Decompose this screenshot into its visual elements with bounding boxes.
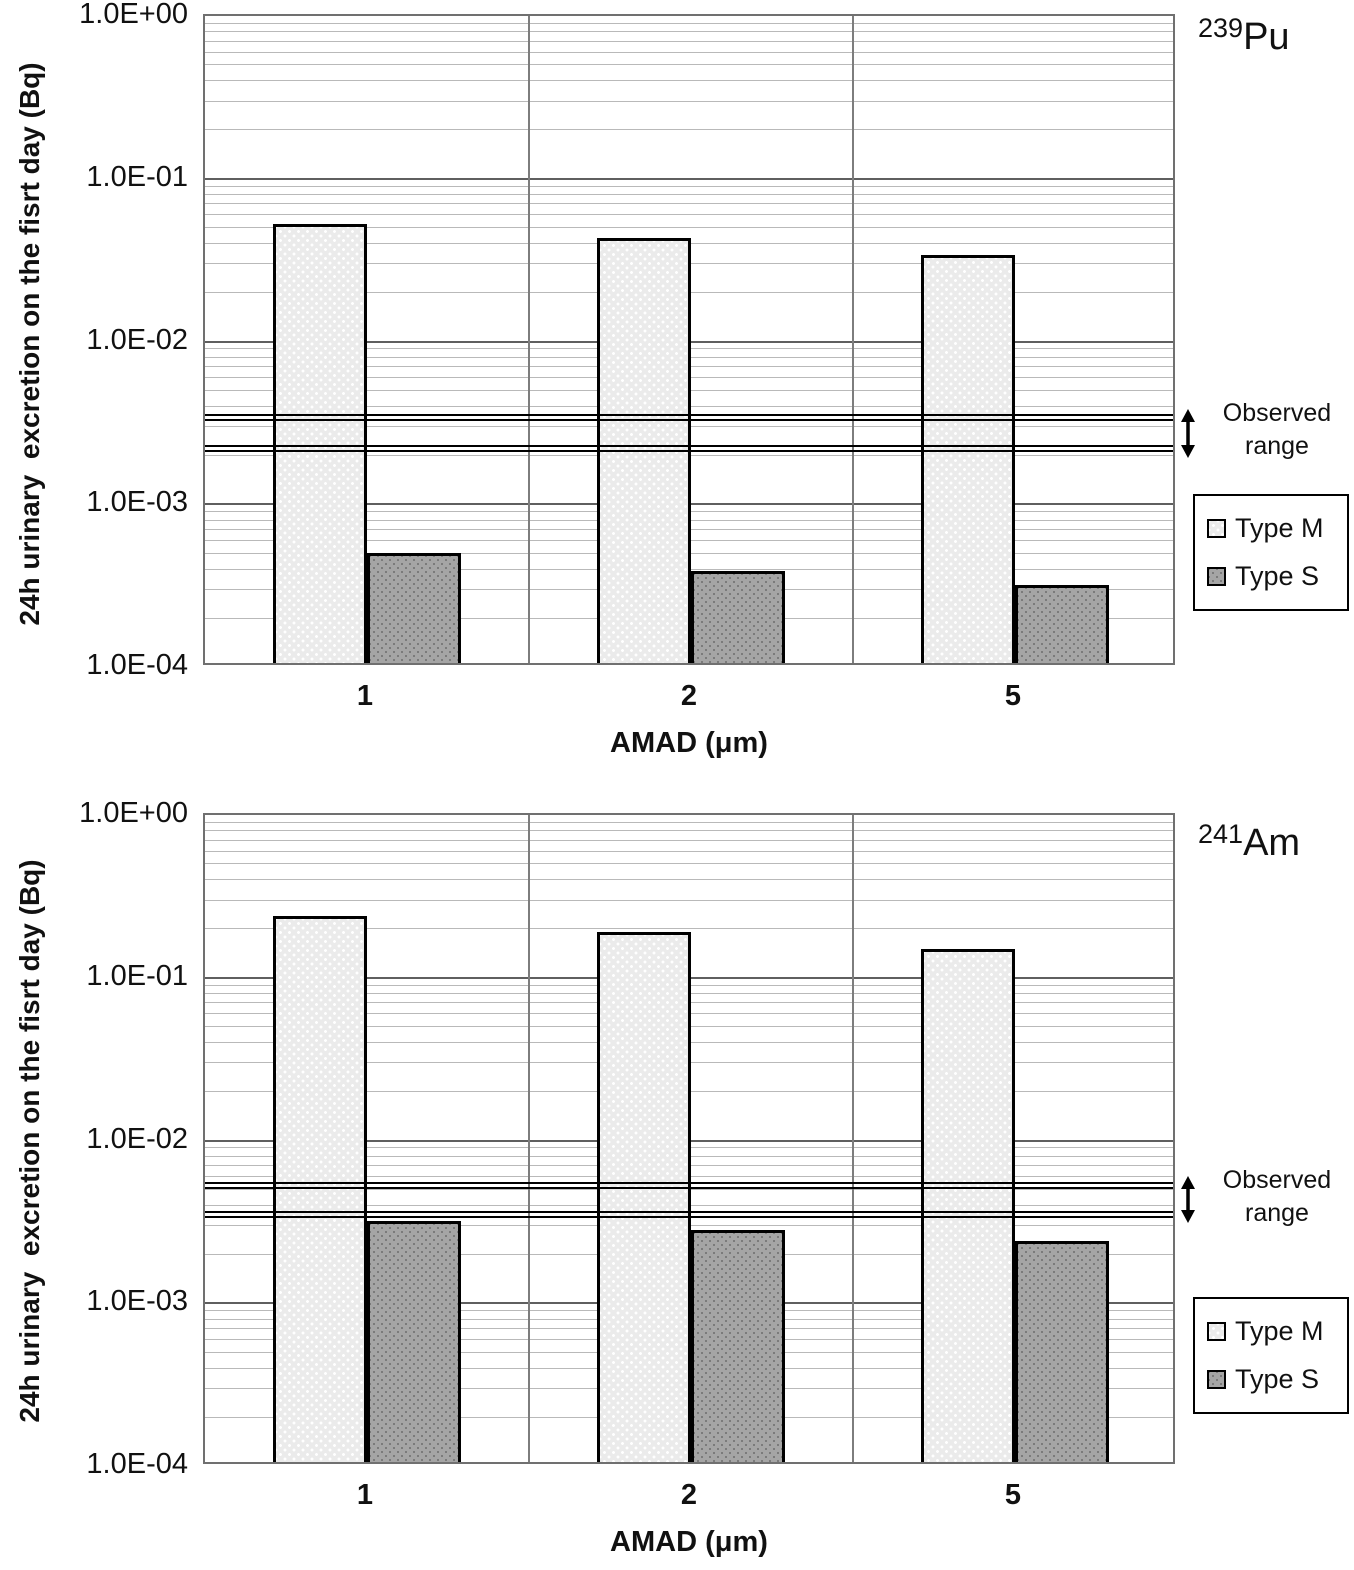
observed-range-label-line2: range — [1245, 1199, 1309, 1227]
gridline-minor — [205, 185, 1173, 187]
gridline-minor — [205, 51, 1173, 53]
bar-type-m-amad-2 — [597, 932, 691, 1462]
legend-label-type-s: Type S — [1235, 561, 1320, 591]
y-tick-label: 1.0E+00 — [79, 0, 188, 30]
bar-type-m-amad-2 — [597, 238, 691, 663]
observed-range-line — [205, 1181, 1173, 1189]
gridline-minor — [205, 928, 1173, 930]
gridline-minor — [205, 863, 1173, 865]
bar-type-m-amad-5 — [921, 949, 1015, 1462]
bar-type-s-amad-1 — [367, 553, 461, 663]
legend-label-type-m: Type M — [1235, 513, 1324, 543]
y-tick-label: 1.0E-04 — [86, 1448, 188, 1480]
type-s-swatch-icon — [1207, 1370, 1226, 1389]
x-axis-title-am241: AMAD (μm) — [610, 1526, 768, 1558]
legend-item-type-m: Type M — [1207, 513, 1347, 544]
type-m-swatch-icon — [1207, 1322, 1226, 1341]
panel-title-pu239: 239Pu — [1198, 13, 1354, 59]
plot-area-pu239 — [203, 14, 1175, 665]
gridline-minor — [205, 129, 1173, 131]
observed-range-line — [205, 414, 1173, 422]
bar-type-s-amad-5 — [1015, 1241, 1109, 1462]
y-tick-label: 1.0E-02 — [86, 323, 188, 356]
x-tick-label: 2 — [680, 1479, 698, 1511]
y-tick-label: 1.0E+00 — [79, 797, 188, 829]
y-tick-label: 1.0E-03 — [86, 486, 188, 519]
legend-label-type-m: Type M — [1235, 1316, 1324, 1346]
x-tick-label: 5 — [1004, 680, 1022, 712]
legend-label-type-s: Type S — [1235, 1364, 1320, 1394]
y-tick-label: 1.0E-01 — [86, 160, 188, 193]
bar-type-s-amad-2 — [691, 570, 785, 663]
bar-type-m-amad-1 — [273, 915, 367, 1462]
gridline-vertical — [528, 16, 530, 663]
x-tick-label: 1 — [356, 680, 374, 712]
gridline-minor — [205, 22, 1173, 24]
gridline-vertical — [852, 815, 854, 1462]
gridline-minor — [205, 64, 1173, 66]
gridline-minor — [205, 850, 1173, 852]
observed-range-arrow-icon — [1177, 408, 1199, 458]
y-tick-label: 1.0E-04 — [86, 649, 188, 681]
legend-item-type-m: Type M — [1207, 1316, 1347, 1347]
observed-range-line — [205, 445, 1173, 453]
gridline-minor — [205, 100, 1173, 102]
observed-range-label-line1: Observed — [1222, 1166, 1332, 1194]
y-tick-label: 1.0E-01 — [86, 959, 188, 992]
x-tick-label: 1 — [356, 1479, 374, 1511]
gridline-vertical — [528, 815, 530, 1462]
legend-am241: Type M Type S — [1193, 1297, 1349, 1414]
gridline-vertical — [852, 16, 854, 663]
nuclide-mass-number: 239 — [1198, 13, 1244, 43]
nuclide-mass-number: 241 — [1198, 819, 1244, 849]
panel-title-am241: 241Am — [1198, 819, 1354, 865]
gridline-major — [205, 177, 1173, 180]
y-tick-label: 1.0E-03 — [86, 1285, 188, 1318]
x-tick-label: 2 — [680, 680, 698, 712]
gridline-minor — [205, 80, 1173, 82]
observed-range-label-line1: Observed — [1222, 399, 1332, 427]
gridline-minor — [205, 879, 1173, 881]
nuclide-symbol: Am — [1243, 822, 1301, 864]
x-tick-label: 5 — [1004, 1479, 1022, 1511]
type-m-swatch-icon — [1207, 519, 1226, 538]
observed-range-label-line2: range — [1245, 432, 1309, 460]
bar-type-m-amad-1 — [273, 223, 367, 663]
gridline-minor — [205, 227, 1173, 229]
bar-type-s-amad-1 — [367, 1221, 461, 1462]
bar-type-s-amad-2 — [691, 1230, 785, 1462]
gridline-minor — [205, 203, 1173, 205]
gridline-minor — [205, 40, 1173, 42]
plot-area-am241 — [203, 813, 1175, 1464]
observed-range-label-am241: Observed range — [1202, 1164, 1352, 1230]
gridline-minor — [205, 839, 1173, 841]
observed-range-line — [205, 1211, 1173, 1219]
legend-pu239: Type M Type S — [1193, 494, 1349, 611]
gridline-minor — [205, 899, 1173, 901]
gridline-minor — [205, 821, 1173, 823]
gridline-minor — [205, 31, 1173, 33]
observed-range-label-pu239: Observed range — [1202, 397, 1352, 463]
type-s-swatch-icon — [1207, 567, 1226, 586]
gridline-minor — [205, 194, 1173, 196]
bar-type-s-amad-5 — [1015, 584, 1109, 663]
gridline-minor — [205, 214, 1173, 216]
bar-type-m-amad-5 — [921, 255, 1015, 663]
y-tick-label: 1.0E-02 — [86, 1122, 188, 1155]
x-axis-title-pu239: AMAD (μm) — [610, 727, 768, 759]
observed-range-arrow-icon — [1177, 1176, 1199, 1224]
nuclide-symbol: Pu — [1243, 16, 1290, 58]
legend-item-type-s: Type S — [1207, 561, 1347, 592]
legend-item-type-s: Type S — [1207, 1364, 1347, 1395]
gridline-minor — [205, 830, 1173, 832]
